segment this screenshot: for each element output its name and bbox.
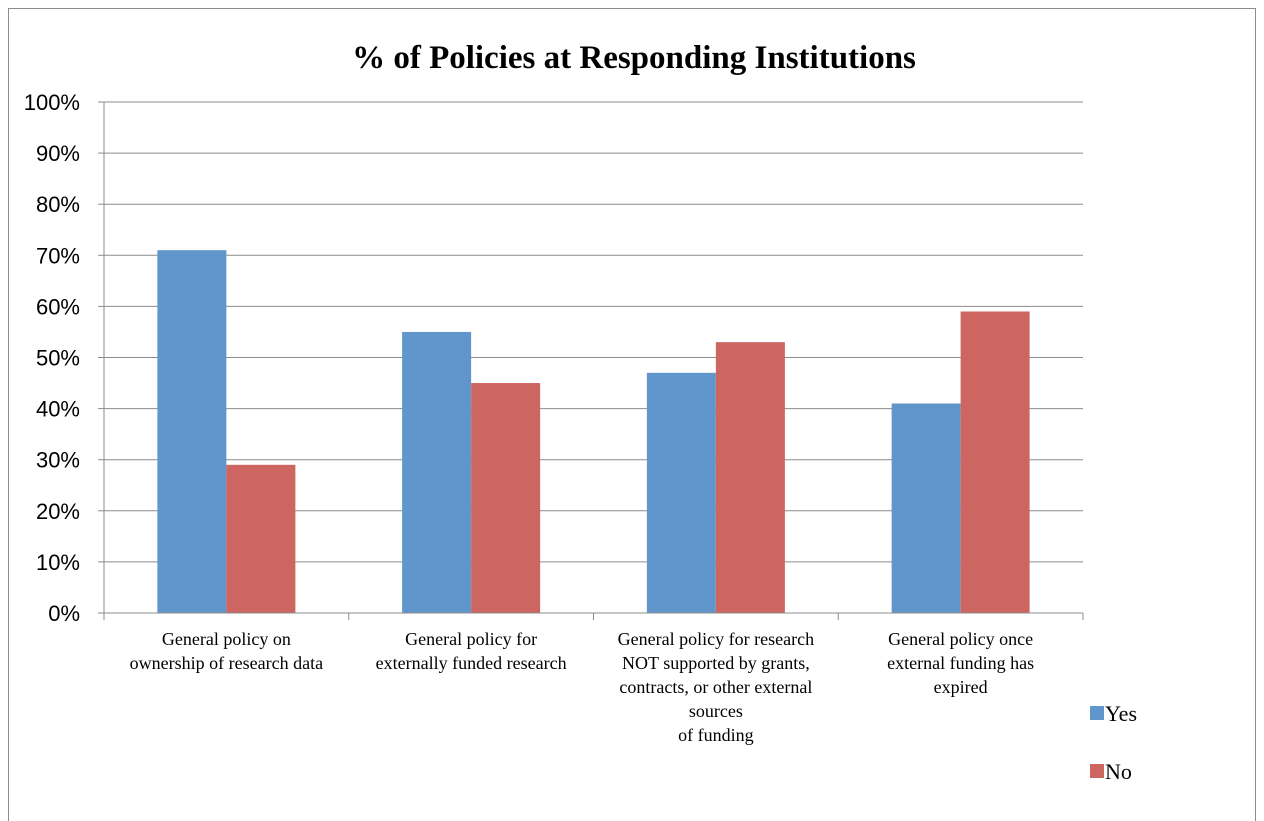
legend-label-yes: Yes bbox=[1105, 701, 1137, 726]
x-tick-label: externally funded research bbox=[376, 653, 567, 673]
y-tick-label: 40% bbox=[36, 397, 80, 422]
x-tick-label: sources bbox=[689, 701, 743, 721]
y-tick-label: 70% bbox=[36, 243, 80, 268]
x-tick-label: ownership of research data bbox=[130, 653, 323, 673]
legend-swatch-no bbox=[1090, 764, 1104, 778]
x-tick-label: General policy for bbox=[405, 629, 537, 649]
y-tick-label: 30% bbox=[36, 448, 80, 473]
y-tick-label: 60% bbox=[36, 294, 80, 319]
x-tick-label: General policy on bbox=[162, 629, 291, 649]
y-tick-label: 90% bbox=[36, 141, 80, 166]
x-tick-label: external funding has bbox=[887, 653, 1034, 673]
legend: Yes No bbox=[1090, 701, 1137, 784]
bar-yes-2 bbox=[402, 331, 472, 613]
x-axis-ticks: General policy on ownership of research d… bbox=[130, 629, 1034, 745]
y-axis-ticks: 0% 10% 20% 30% 40% 50% 60% 70% 80% 90% 100% bbox=[24, 90, 80, 626]
bar-no-4 bbox=[960, 311, 1030, 613]
bar-no-2 bbox=[471, 383, 541, 613]
y-tick-label: 20% bbox=[36, 499, 80, 524]
bar-no-3 bbox=[715, 342, 785, 613]
legend-swatch-yes bbox=[1090, 706, 1104, 720]
x-tick-label: General policy for research bbox=[618, 629, 814, 649]
axes bbox=[98, 101, 1084, 620]
y-tick-label: 0% bbox=[48, 601, 80, 626]
y-tick-label: 80% bbox=[36, 192, 80, 217]
x-tick-label: contracts, or other external bbox=[619, 677, 812, 697]
bar-no-1 bbox=[226, 464, 296, 613]
x-tick-label: General policy once bbox=[888, 629, 1033, 649]
bar-yes-1 bbox=[157, 250, 227, 613]
x-tick-label: of funding bbox=[678, 725, 754, 745]
legend-label-no: No bbox=[1105, 759, 1132, 784]
bar-yes-4 bbox=[891, 403, 961, 613]
x-tick-label: NOT supported by grants, bbox=[622, 653, 810, 673]
y-tick-label: 50% bbox=[36, 346, 80, 371]
chart-title: % of Policies at Responding Institutions bbox=[352, 40, 916, 76]
x-tick-label: expired bbox=[934, 677, 988, 697]
bar-yes-3 bbox=[646, 372, 716, 613]
y-tick-label: 100% bbox=[24, 90, 80, 115]
y-tick-label: 10% bbox=[36, 550, 80, 575]
bars bbox=[157, 250, 1030, 613]
